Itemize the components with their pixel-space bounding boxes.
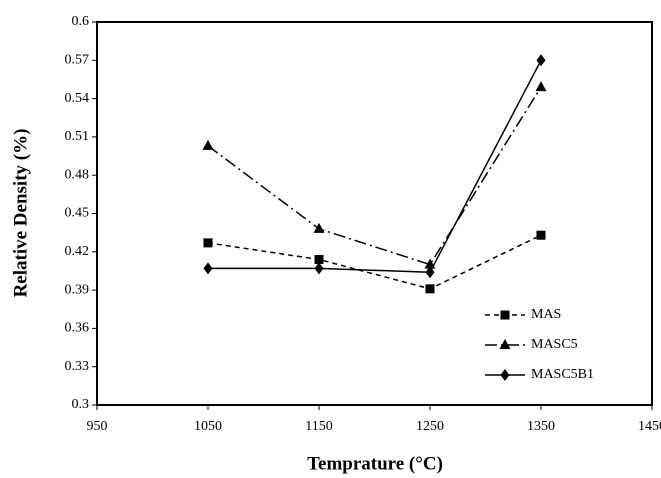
legend-label: MASC5B1 bbox=[531, 367, 594, 382]
marker bbox=[425, 284, 435, 294]
series-line bbox=[207, 86, 542, 266]
y-tick-label: 0.39 bbox=[65, 282, 90, 297]
marker bbox=[535, 81, 547, 92]
y-tick-label: 0.48 bbox=[65, 167, 90, 182]
marker bbox=[425, 266, 435, 279]
x-tick-label: 1150 bbox=[305, 419, 332, 434]
x-tick-label: 1350 bbox=[527, 419, 555, 434]
marker bbox=[203, 238, 213, 248]
y-tick-label: 0.33 bbox=[65, 359, 90, 374]
x-tick-label: 1450 bbox=[638, 419, 661, 434]
marker bbox=[203, 262, 213, 275]
marker bbox=[202, 139, 214, 150]
marker bbox=[500, 310, 510, 320]
y-axis-title: Relative Density (%) bbox=[10, 129, 31, 298]
legend-label: MASC5 bbox=[531, 337, 578, 352]
y-tick-label: 0.42 bbox=[65, 244, 90, 259]
y-tick-label: 0.45 bbox=[65, 206, 90, 221]
y-tick-label: 0.54 bbox=[65, 91, 90, 106]
marker bbox=[536, 54, 546, 67]
marker bbox=[313, 222, 325, 233]
y-tick-label: 0.36 bbox=[65, 321, 90, 336]
x-axis-title: Temprature (°C) bbox=[307, 453, 443, 474]
x-tick-label: 1050 bbox=[194, 419, 222, 434]
y-tick-label: 0.3 bbox=[72, 397, 90, 412]
legend-label: MAS bbox=[531, 307, 561, 322]
marker bbox=[536, 230, 546, 240]
series-line bbox=[207, 234, 542, 290]
series-line bbox=[208, 59, 542, 273]
y-tick-label: 0.51 bbox=[65, 129, 90, 144]
marker bbox=[500, 369, 510, 381]
marker bbox=[314, 254, 324, 264]
y-tick-label: 0.6 bbox=[72, 14, 90, 29]
y-tick-label: 0.57 bbox=[65, 53, 90, 68]
marker bbox=[499, 339, 511, 349]
x-tick-label: 950 bbox=[87, 419, 108, 434]
marker bbox=[314, 262, 324, 275]
x-tick-label: 1250 bbox=[416, 419, 444, 434]
